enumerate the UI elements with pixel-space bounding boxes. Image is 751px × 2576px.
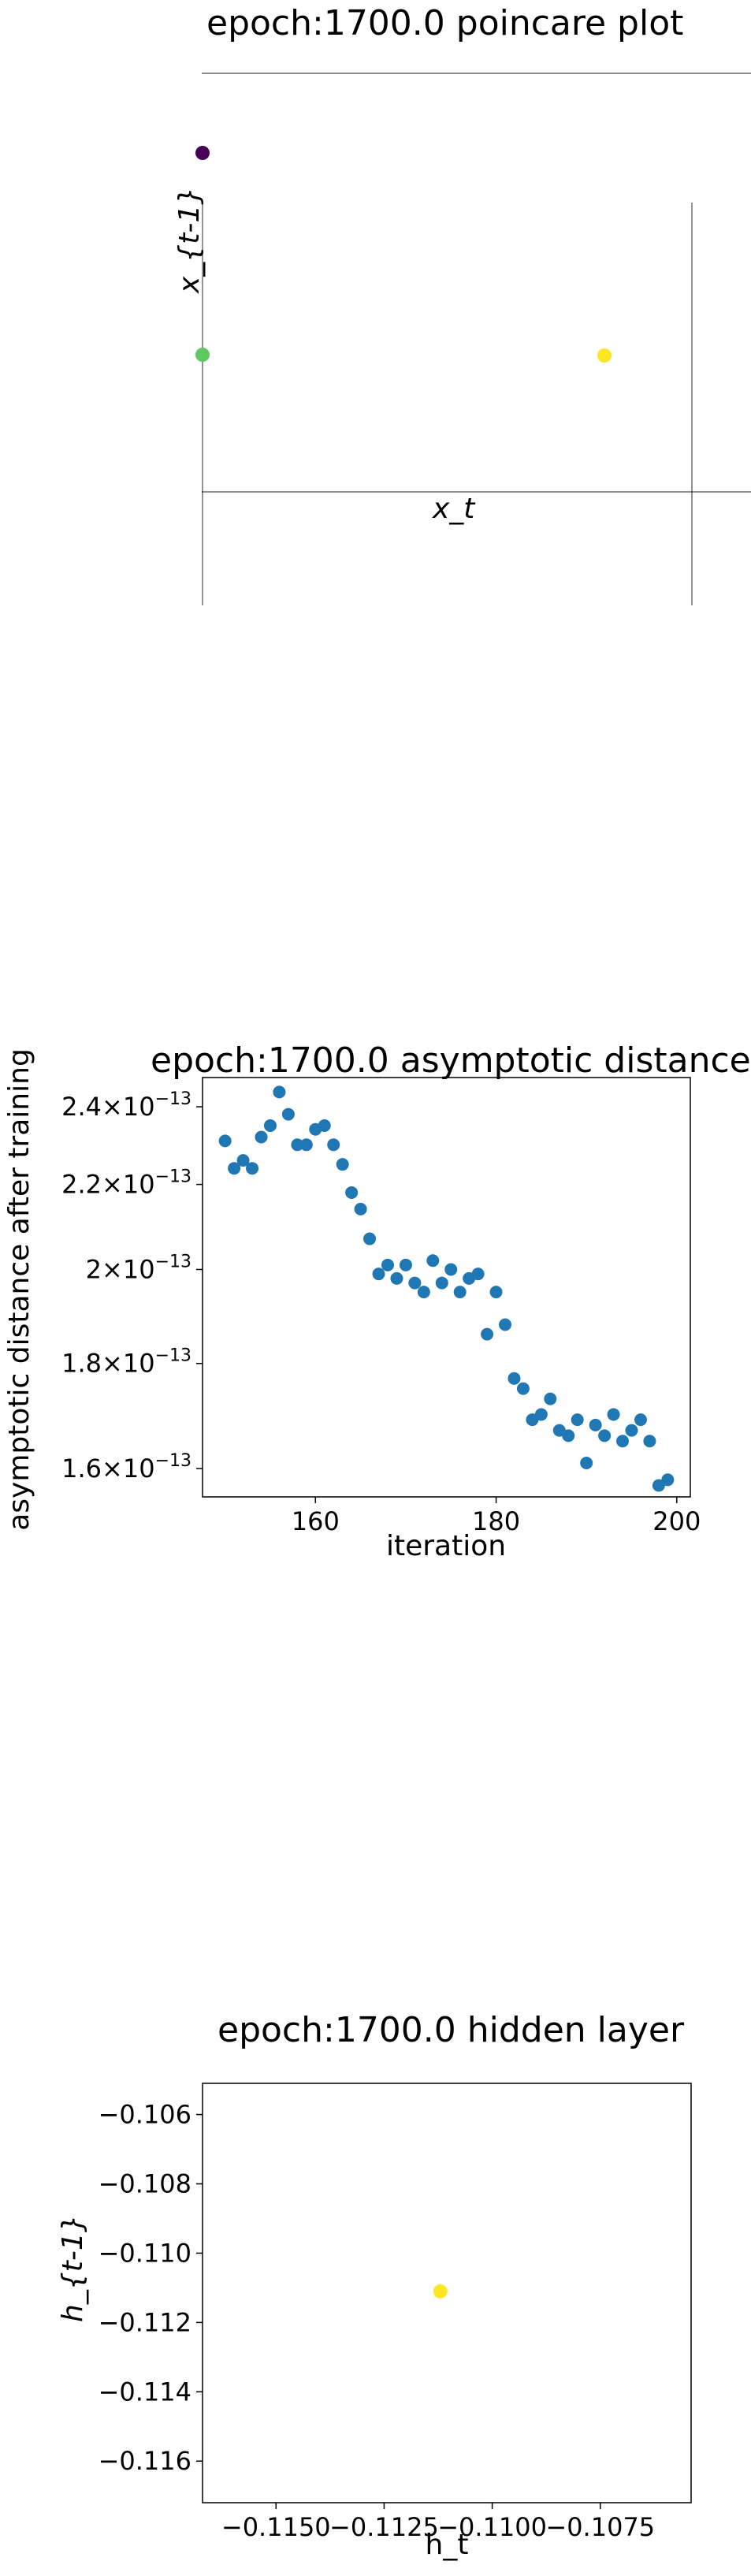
asym-point-1: [228, 1162, 241, 1175]
asym-point-30: [489, 1286, 503, 1299]
asym-xtick-label-0: 160: [292, 1506, 340, 1536]
asym-point-3: [246, 1162, 259, 1175]
hidden-x-label: h_t: [426, 2529, 469, 2561]
poincare-y-label-text: x_{t-1}: [173, 187, 206, 294]
asym-point-0: [218, 1134, 232, 1148]
poincare-point-0: [195, 146, 210, 160]
asym-point-8: [291, 1138, 304, 1152]
poincare-x-label: x_t: [432, 493, 476, 525]
asym-point-45: [625, 1424, 638, 1437]
poincare-title: epoch:1700.0 poincare plot: [206, 3, 683, 43]
asym-point-2: [236, 1154, 250, 1167]
asym-point-39: [571, 1413, 584, 1427]
asym-point-7: [281, 1107, 295, 1121]
asym-point-42: [598, 1429, 612, 1442]
asym-point-21: [408, 1276, 422, 1290]
asym-point-26: [453, 1286, 467, 1299]
asymptotic-points: [218, 1085, 675, 1492]
asym-point-24: [435, 1276, 448, 1290]
asym-point-15: [354, 1202, 367, 1215]
asym-point-9: [299, 1138, 313, 1152]
asym-point-28: [471, 1268, 485, 1281]
asym-point-44: [616, 1435, 630, 1448]
asym-point-22: [417, 1286, 430, 1299]
hidden-points: [433, 2284, 448, 2299]
hidden-y-ticks: −0.106 −0.108 −0.110 −0.112 −0.114 −0.116: [99, 2100, 203, 2476]
hidden-ytick-label-3: −0.112: [99, 2307, 191, 2337]
hidden-ytick-label-2: −0.110: [99, 2238, 191, 2268]
asym-point-32: [507, 1372, 521, 1385]
asym-ytick-label-0: 2.4×10−13: [61, 1089, 191, 1122]
asym-point-33: [516, 1382, 530, 1395]
asym-point-35: [534, 1408, 548, 1421]
asym-point-29: [481, 1327, 494, 1341]
asym-point-48: [652, 1479, 665, 1492]
asymptotic-x-label: iteration: [386, 1530, 506, 1562]
asym-point-23: [426, 1254, 440, 1268]
asym-point-40: [580, 1457, 593, 1470]
hidden-xtick-label-1: −0.1125: [329, 2512, 439, 2542]
asymptotic-chart: epoch:1700.0 asymptotic distance 2.4×10−…: [3, 1040, 751, 1562]
asym-point-18: [381, 1258, 394, 1271]
poincare-y-label: x_{t-1}: [173, 187, 206, 294]
hidden-point-0: [433, 2284, 448, 2299]
asym-point-13: [336, 1158, 349, 1171]
asym-point-41: [589, 1418, 602, 1431]
hidden-ytick-label-5: −0.116: [99, 2446, 191, 2476]
poincare-point-1: [195, 348, 210, 362]
asym-point-46: [634, 1413, 647, 1427]
asym-point-38: [562, 1429, 575, 1442]
asym-point-4: [255, 1130, 268, 1144]
asymptotic-x-ticks: 160 180 200: [292, 1497, 701, 1536]
asymptotic-y-ticks: 2.4×10−13 2.2×10−13 2×10−13 1.8×10−13 1.6×10…: [61, 1089, 203, 1483]
hidden-xtick-label-2: −0.1100: [437, 2512, 547, 2542]
asymptotic-title: epoch:1700.0 asymptotic distance: [151, 1040, 751, 1081]
asym-ytick-label-3: 1.8×10−13: [61, 1346, 191, 1379]
asym-ytick-label-4: 1.6×10−13: [61, 1451, 191, 1483]
asym-point-25: [444, 1263, 458, 1276]
asym-point-6: [273, 1085, 286, 1099]
hidden-ytick-label-4: −0.114: [99, 2377, 191, 2407]
hidden-y-label: h_{t-1}: [57, 2214, 89, 2322]
asym-xtick-label-2: 200: [652, 1506, 701, 1536]
poincare-point-2: [597, 348, 612, 363]
asym-point-19: [390, 1271, 403, 1285]
asym-point-20: [399, 1258, 412, 1271]
hidden-x-ticks: −0.1150−0.1125−0.1100−0.1075: [221, 2503, 655, 2542]
asym-point-36: [544, 1392, 557, 1405]
asym-ytick-label-2: 2×10−13: [86, 1252, 191, 1284]
asym-point-31: [499, 1318, 512, 1331]
asym-point-11: [318, 1119, 331, 1132]
asym-point-49: [661, 1473, 675, 1487]
hidden-plot-frame: [202, 2083, 692, 2503]
asymptotic-y-label: asymptotic distance after training: [3, 1048, 35, 1531]
hidden-ytick-label-1: −0.108: [99, 2169, 191, 2199]
asym-point-16: [363, 1232, 377, 1245]
asym-point-5: [263, 1119, 277, 1132]
asym-point-43: [607, 1408, 620, 1421]
asym-ytick-label-1: 2.2×10−13: [61, 1167, 191, 1200]
asym-point-17: [372, 1268, 385, 1281]
hidden-xtick-label-0: −0.1150: [221, 2512, 331, 2542]
asym-xtick-label-1: 180: [472, 1506, 520, 1536]
poincare-x-label-text: x_t: [432, 493, 476, 525]
poincare-chart: epoch:1700.0 poincare plot x_t x_{t-1}: [173, 3, 751, 605]
asym-point-14: [345, 1186, 359, 1199]
asym-point-47: [643, 1435, 656, 1448]
hidden-title: epoch:1700.0 hidden layer: [217, 2010, 685, 2050]
hidden-xtick-label-3: −0.1075: [545, 2512, 655, 2542]
asym-point-12: [327, 1138, 340, 1152]
hidden-ytick-label-0: −0.106: [99, 2100, 191, 2130]
hidden-layer-chart: epoch:1700.0 hidden layer −0.106−0.108−0…: [57, 2010, 692, 2561]
asymptotic-plot-frame: [202, 1077, 691, 1498]
